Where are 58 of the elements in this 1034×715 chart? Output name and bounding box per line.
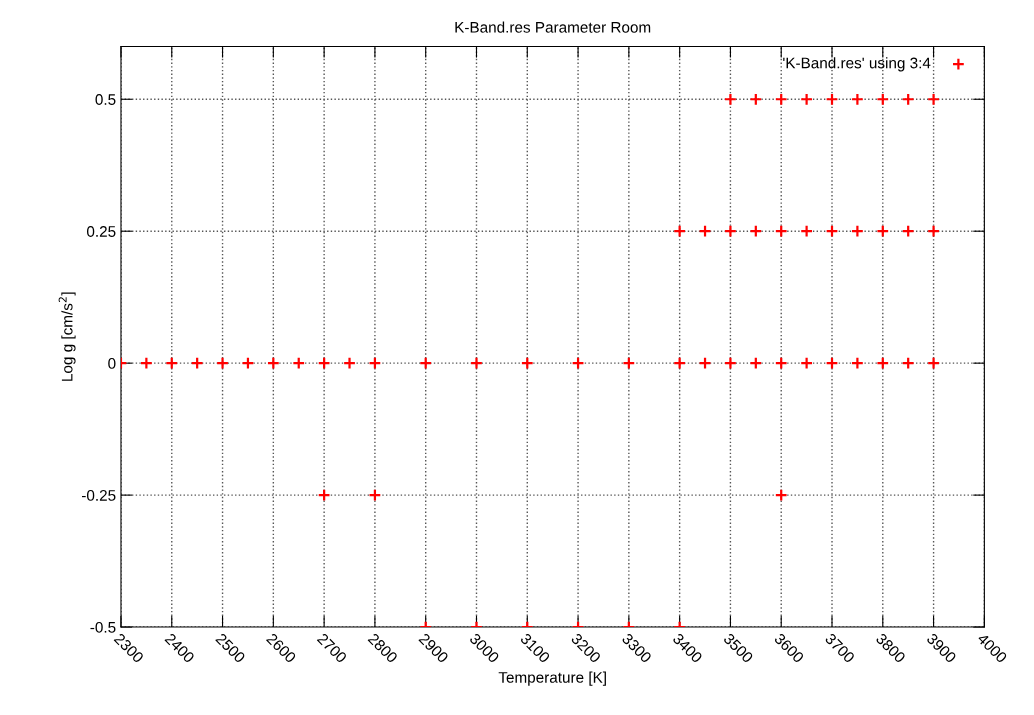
point [850,224,864,238]
point [749,356,763,370]
point [673,356,687,370]
point [876,224,890,238]
point [419,356,433,370]
point [876,356,890,370]
point [850,92,864,106]
point [241,356,255,370]
point [774,488,788,502]
y-tick-label: -0.5 [90,621,116,633]
point [723,356,737,370]
point [850,356,864,370]
point [292,356,306,370]
point [927,356,941,370]
point [698,356,712,370]
point [622,356,636,370]
point [368,356,382,370]
point [876,92,890,106]
point [901,224,915,238]
point [698,224,712,238]
point [317,356,331,370]
y-axis-title: Log g [cm/s$^{2}$] [58,292,76,381]
point [368,488,382,502]
point [317,488,331,502]
point [216,356,230,370]
legend-label: 'K-Band.res' using 3:4 [783,57,931,72]
point [825,92,839,106]
point [470,356,483,370]
point [165,356,179,370]
point [800,224,814,238]
point [749,224,763,238]
point [927,224,941,238]
point [774,356,788,370]
point [266,356,280,370]
point [774,92,788,106]
point [749,92,763,106]
point [825,224,839,238]
point [800,92,814,106]
point [139,356,153,370]
point [520,356,534,370]
y-tick-label: 0.25 [86,226,116,237]
y-tick-label: 0 [108,358,116,369]
point [800,356,814,370]
point [673,224,687,238]
point [774,224,788,238]
point [901,92,915,106]
chart-title: K-Band.res Parameter Room [455,21,651,33]
point [901,356,915,370]
point [343,356,357,370]
point [723,224,737,238]
point [723,92,737,106]
y-tick-label: 0.5 [95,94,116,105]
point [825,356,839,370]
x-axis-title: Temperature [K] [498,671,606,686]
point [190,356,204,370]
point [927,92,941,106]
y-tick-label: -0.25 [81,489,116,501]
point [571,356,585,370]
